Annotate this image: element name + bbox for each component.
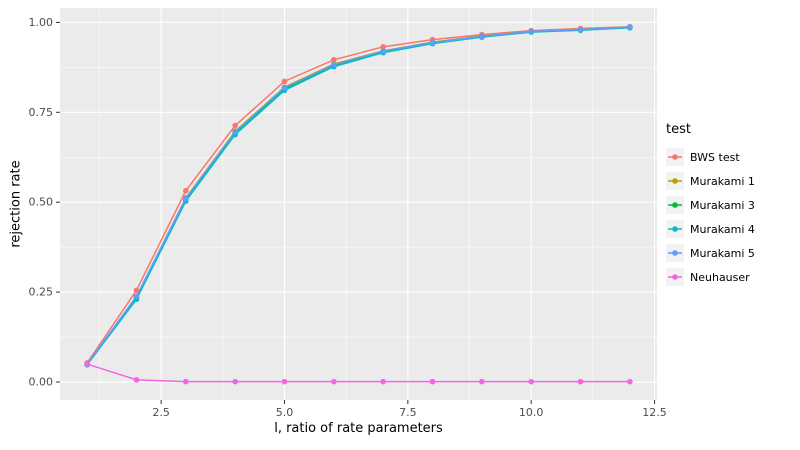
legend-marker (666, 220, 684, 238)
legend-label: Murakami 1 (690, 174, 755, 188)
svg-text:5.0: 5.0 (276, 406, 294, 419)
legend-label: Murakami 4 (690, 222, 755, 236)
legend-label: BWS test (690, 150, 740, 164)
legend-label: Neuhauser (690, 270, 750, 284)
legend-item: Murakami 1 (666, 169, 755, 193)
svg-text:1.00: 1.00 (29, 16, 54, 29)
legend-item: BWS test (666, 145, 755, 169)
svg-text:7.5: 7.5 (399, 406, 417, 419)
legend: test BWS test Murakami 1 Murakami 3 Mura… (666, 122, 755, 289)
x-axis-label: l, ratio of rate parameters (274, 421, 443, 436)
legend-marker (666, 244, 684, 262)
legend-label: Murakami 3 (690, 198, 755, 212)
legend-marker (666, 268, 684, 286)
svg-text:10.0: 10.0 (519, 406, 544, 419)
svg-text:2.5: 2.5 (152, 406, 170, 419)
legend-title: test (666, 122, 691, 137)
legend-marker (666, 148, 684, 166)
svg-text:0.00: 0.00 (29, 376, 54, 389)
legend-item: Murakami 4 (666, 217, 755, 241)
legend-marker (666, 196, 684, 214)
y-axis-label: rejection rate (8, 160, 24, 248)
legend-marker (666, 172, 684, 190)
legend-label: Murakami 5 (690, 246, 755, 260)
svg-text:12.5: 12.5 (642, 406, 667, 419)
legend-item: Murakami 5 (666, 241, 755, 265)
legend-item: Murakami 3 (666, 193, 755, 217)
svg-text:0.75: 0.75 (29, 106, 54, 119)
svg-text:0.50: 0.50 (29, 196, 54, 209)
svg-text:0.25: 0.25 (29, 286, 54, 299)
legend-item: Neuhauser (666, 265, 755, 289)
